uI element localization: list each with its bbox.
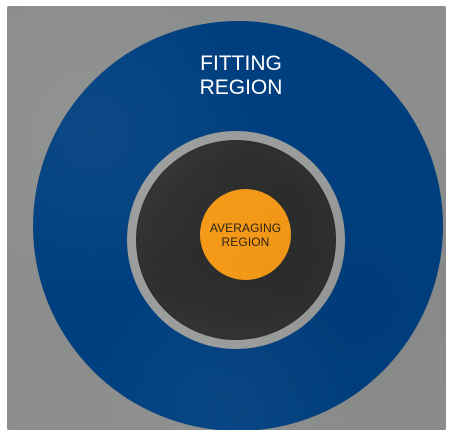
averaging-label-line-2: REGION bbox=[221, 234, 270, 249]
fitting-label-line-2: REGION bbox=[199, 76, 283, 99]
averaging-region-disk: AVERAGING REGION bbox=[200, 189, 291, 280]
fitting-region-label: FITTING REGION bbox=[181, 52, 301, 100]
fitting-label-line-1: FITTING bbox=[200, 52, 282, 75]
averaging-label-line-1: AVERAGING bbox=[209, 220, 282, 235]
diagram-canvas: AVERAGING REGION FITTING REGION bbox=[7, 6, 446, 430]
averaging-region-label: AVERAGING REGION bbox=[210, 221, 281, 249]
